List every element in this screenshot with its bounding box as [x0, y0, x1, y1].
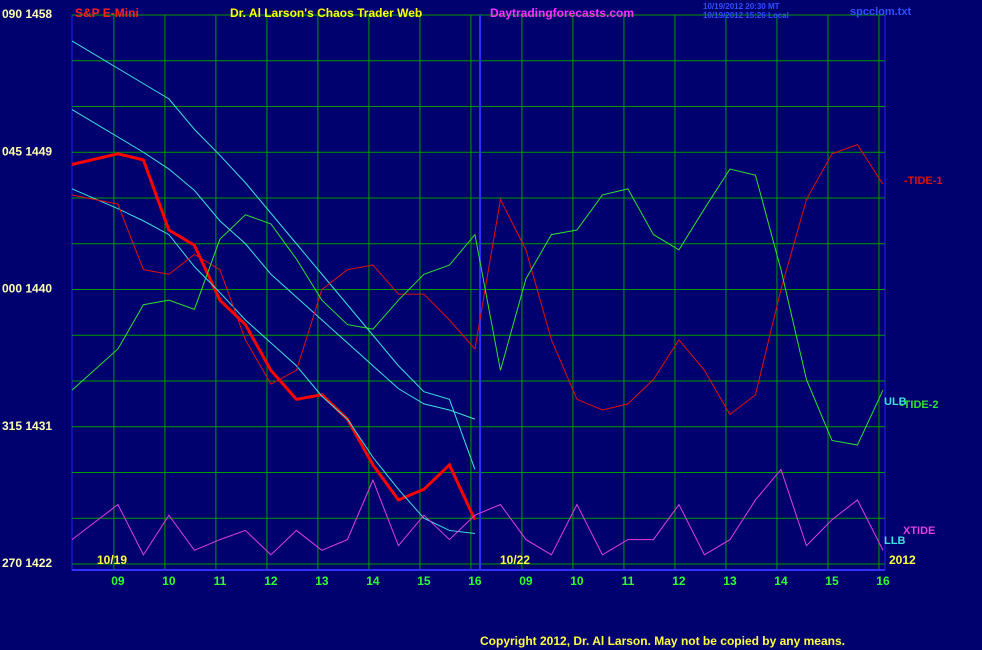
x-tick-label: 15	[417, 574, 431, 588]
series-line	[71, 188, 475, 534]
x-tick-label: 15	[825, 574, 839, 588]
x-tick-label: 12	[672, 574, 686, 588]
series-label: XTIDE	[903, 525, 935, 537]
x-tick-label: 13	[723, 574, 737, 588]
x-tick-label: 12	[264, 574, 278, 588]
x-tick-label: 16	[468, 574, 482, 588]
date-label: 2012	[889, 553, 916, 567]
x-tick-label: 10	[570, 574, 584, 588]
x-tick-label: 16	[876, 574, 890, 588]
series-label: LLB	[884, 535, 905, 547]
series-label: -TIDE-1	[904, 175, 943, 187]
x-tick-label: 11	[214, 574, 227, 588]
series-line	[71, 468, 884, 556]
x-tick-label: 14	[366, 574, 380, 588]
y-tick-label: 270 1422	[2, 556, 52, 570]
y-tick-label: 090 1458	[2, 7, 52, 21]
title: Dr. Al Larson's Chaos Trader Web	[230, 6, 422, 20]
x-tick-label: 10	[162, 574, 176, 588]
stamp: 10/19/2012 20:30 MT	[703, 2, 780, 11]
symbol: S&P E-Mini	[75, 6, 139, 20]
site: Daytradingforecasts.com	[490, 6, 634, 20]
copyright: Copyright 2012, Dr. Al Larson. May not b…	[480, 634, 845, 648]
x-tick-label: 13	[315, 574, 329, 588]
x-tick-label: 09	[519, 574, 533, 588]
x-tick-label: 09	[111, 574, 125, 588]
series-line	[71, 152, 477, 521]
date-label: 10/19	[97, 553, 127, 567]
x-tick-label: 11	[622, 574, 635, 588]
plot-frame	[71, 14, 886, 571]
series-line	[71, 168, 884, 446]
series-line	[71, 109, 476, 420]
series-line	[71, 144, 884, 416]
date-label: 10/22	[500, 553, 530, 567]
y-tick-label: 045 1449	[2, 144, 52, 158]
series-line	[71, 40, 476, 470]
series-label: ULB	[884, 396, 907, 408]
file-name: spcclom.txt	[850, 6, 911, 18]
y-tick-label: 000 1440	[2, 282, 52, 296]
stamp: 10/19/2012 15:26 Local	[703, 11, 789, 20]
y-tick-label: 315 1431	[2, 419, 52, 433]
x-tick-label: 14	[774, 574, 788, 588]
series-label: -TIDE-2	[900, 399, 939, 411]
